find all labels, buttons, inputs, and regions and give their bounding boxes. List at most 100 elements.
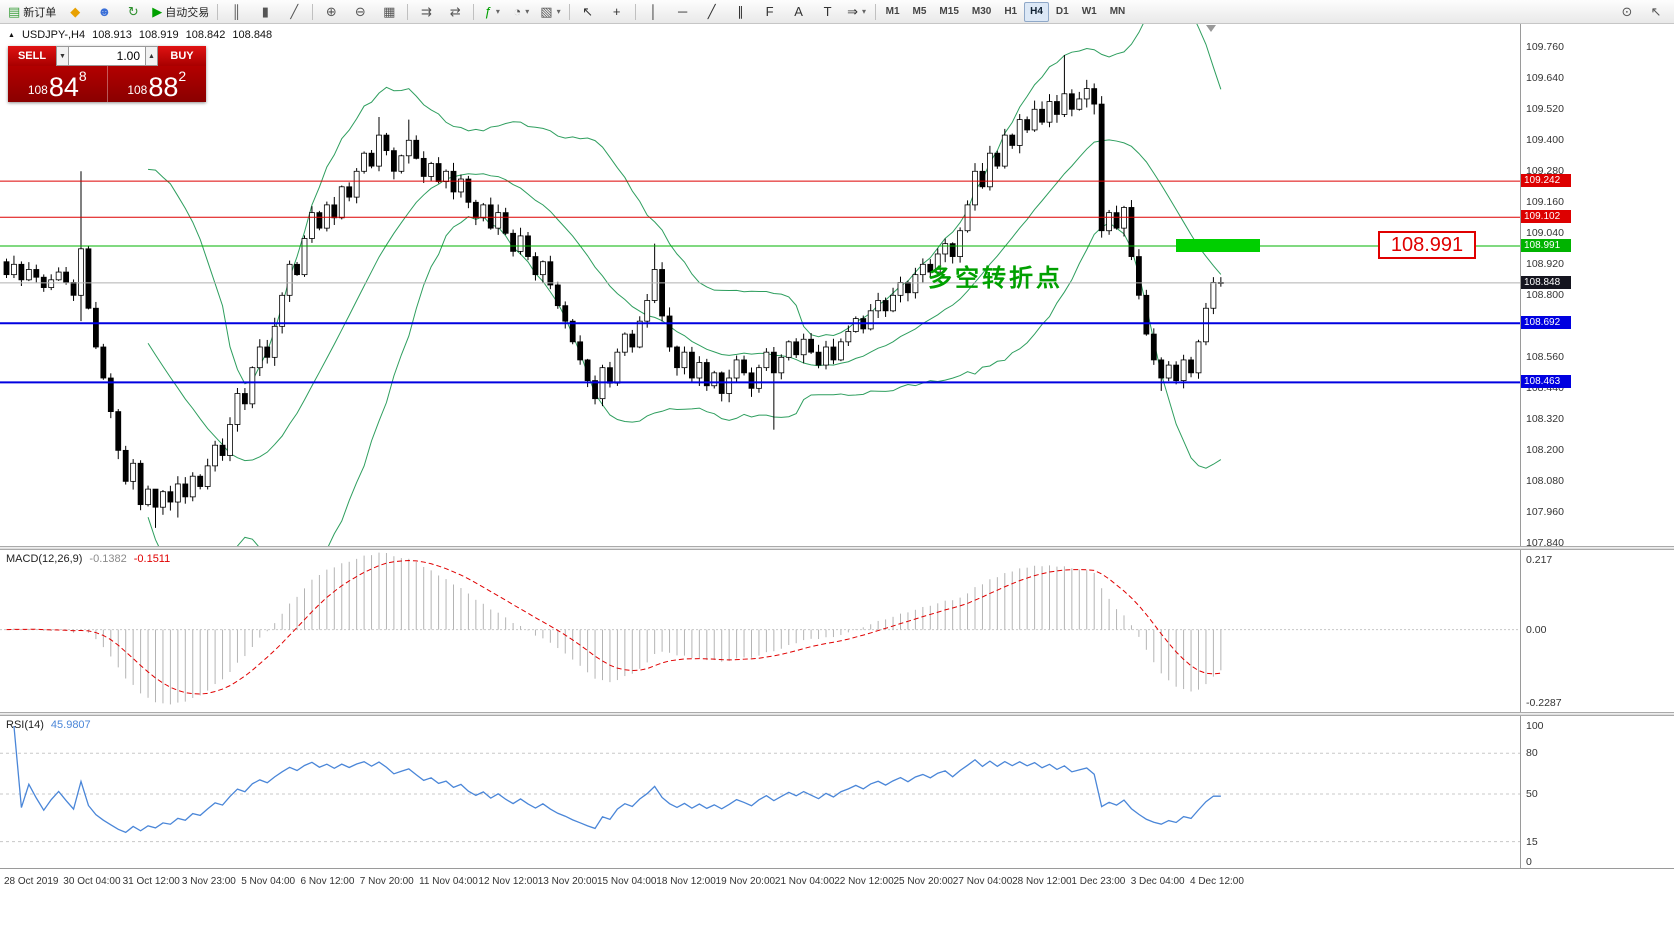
sell-price-display[interactable]: 108 84 8 [8,66,107,102]
timeframe-button-w1[interactable]: W1 [1081,5,1097,17]
navigator-icon[interactable]: ↻ [119,1,147,23]
vertical-line-icon: │ [649,4,658,19]
horizontal-line-icon[interactable]: ─ [669,1,697,23]
fibonacci-icon[interactable]: F [756,1,784,23]
price-tag-109242: 109.242 [1521,174,1571,188]
candle-body [1128,207,1135,257]
candle-body [405,139,412,157]
price-chart-panel[interactable]: ▲ USDJPY-,H4 108.913 108.919 108.842 108… [0,24,1674,549]
candle-body [93,307,99,348]
rsi-panel[interactable]: RSI(14) 45.9807 100 80 50 15 0 [0,716,1674,868]
price-axis-label: 108.920 [1526,258,1564,271]
buy-button[interactable]: BUY [158,46,206,66]
zoom-in-icon[interactable]: ⊕ [317,1,345,23]
vertical-line-icon[interactable]: │ [640,1,668,23]
magnifier-icon: ⊙ [1621,4,1633,19]
text-icon[interactable]: A [785,1,813,23]
autotrading-button[interactable]: ▶ 自动交易 [148,1,213,23]
candle-body [808,338,814,353]
timeframe-button-m30[interactable]: M30 [971,5,992,17]
candle-body [1143,294,1150,335]
auto-scroll-icon: ⇉ [420,4,432,19]
candlestick-chart-icon[interactable]: ▮ [251,1,279,23]
bid-price-tag: 108.848 [1521,275,1571,289]
crosshair-icon: + [612,4,621,19]
zoom-out-icon[interactable]: ⊖ [346,1,374,23]
volume-decrease-button[interactable]: ▼ [56,46,69,66]
timeframe-button-m1[interactable]: M1 [885,5,900,17]
text-label-icon[interactable]: T [814,1,842,23]
timeframe-button-h1[interactable]: H1 [1004,5,1018,17]
toolbar-separator [217,3,219,20]
pointer-icon[interactable]: ↖ [1642,1,1670,23]
candle-body [353,170,360,198]
auto-scroll-icon[interactable]: ⇉ [412,1,440,23]
volume-increase-button[interactable]: ▲ [145,46,158,66]
chart-shift-icon[interactable]: ⇄ [441,1,469,23]
timeframe-button-d1[interactable]: D1 [1055,5,1069,17]
date-label: 5 Nov 04:00 [241,876,296,887]
buy-price-display[interactable]: 108 88 2 [108,66,207,102]
candle-body [957,230,963,257]
crosshair-icon[interactable]: + [603,1,631,23]
zoom-out-icon: ⊖ [354,4,366,19]
arrows-icon[interactable]: ⇒ ▾ [843,1,871,23]
panel-splitter[interactable] [0,712,1674,716]
candle-body [219,444,226,456]
candle-body [703,362,710,387]
candle-body [1039,108,1045,123]
line-chart-icon[interactable]: ╱ [280,1,308,23]
trendline-icon[interactable]: ╱ [698,1,726,23]
candle-body [540,261,546,276]
rsi-plot [0,725,1520,843]
layout-icon[interactable]: ◆ [61,1,89,23]
candle-body [279,294,286,327]
time-axis[interactable]: 28 Oct 2019 30 Oct 04:00 31 Oct 12:00 3 Nov… [0,868,1674,899]
bar-chart-icon[interactable]: ║ [222,1,250,23]
macd-signal-value: -0.1511 [133,553,171,565]
toolbar-separator [407,3,409,20]
tile-windows-icon[interactable]: ▦ [375,1,403,23]
panel-splitter[interactable] [0,546,1674,550]
date-label: 21 Nov 04:00 [774,876,835,887]
volume-input[interactable]: 1.00 [69,46,145,66]
price-axis-border [1520,24,1521,546]
candle-body [726,377,733,394]
chart-shift-icon: ⇄ [449,4,461,19]
candle-body [331,204,338,219]
rsi-header: RSI(14) 45.9807 [6,719,91,731]
periods-icon[interactable]: ◔ ▾ [507,1,535,23]
candle-body [502,212,509,234]
templates-icon[interactable]: ▧ ▾ [536,1,564,23]
price-callout-label[interactable]: 108.991 [1378,231,1476,259]
macd-title: MACD(12,26,9) [6,553,83,565]
magnifier-icon[interactable]: ⊙ [1613,1,1641,23]
candle-body [122,449,129,482]
timeframe-button-mn[interactable]: MN [1109,5,1126,17]
market-watch-icon[interactable]: ☻ [90,1,118,23]
candle-body [472,201,479,219]
timeframe-button-m15[interactable]: M15 [939,5,959,17]
candle-body [264,346,271,358]
cursor-icon[interactable]: ↖ [574,1,602,23]
macd-panel[interactable]: MACD(12,26,9) -0.1382 -0.1511 0.217 0.00 -0.… [0,550,1674,712]
channel-icon[interactable]: ∥ [727,1,755,23]
collapse-triangle-icon[interactable]: ▲ [8,31,15,39]
candlestick-chart[interactable] [0,24,1520,546]
candle-body [167,491,174,503]
indicators-icon[interactable]: ƒ ▾ [478,1,506,23]
candle-body [636,320,643,348]
candle-body [383,134,390,152]
candle-body [100,346,107,379]
candle-body [495,212,502,229]
timeframe-button-m5[interactable]: M5 [912,5,927,17]
candle-body [547,261,554,286]
sell-button[interactable]: SELL [8,46,56,66]
timeframe-button-h4[interactable]: H4 [1024,1,1049,22]
candle-body [778,356,785,374]
highlight-rectangle[interactable] [1176,239,1260,252]
chart-shift-marker[interactable] [1206,25,1216,32]
candle-body [517,235,524,252]
candle-body [40,276,47,288]
new-order-button[interactable]: ▤ 新订单 [4,1,60,23]
